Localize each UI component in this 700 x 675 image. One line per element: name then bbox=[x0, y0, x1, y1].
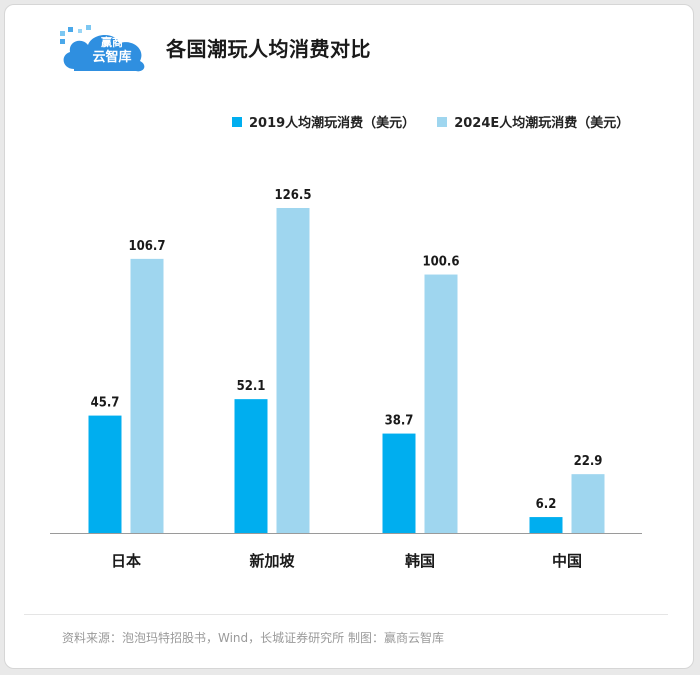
bar-2019-3 bbox=[529, 517, 563, 533]
footer-divider bbox=[24, 614, 668, 615]
data-label-2019-2: 38.7 bbox=[385, 414, 414, 429]
category-label-1: 新加坡 bbox=[249, 552, 294, 570]
bar-2019-1 bbox=[234, 399, 268, 533]
category-label-2: 韩国 bbox=[405, 552, 435, 570]
source-note: 资料来源：泡泡玛特招股书，Wind，长城证券研究所 制图：赢商云智库 bbox=[62, 631, 444, 645]
legend-item-2019: 2019人均潮玩消费（美元） bbox=[232, 112, 415, 131]
logo-text-line2: 云智库 bbox=[92, 50, 132, 65]
data-label-2019-0: 45.7 bbox=[91, 396, 120, 411]
data-label-2019-3: 6.2 bbox=[536, 497, 557, 512]
logo-text: 赢商 云智库 bbox=[82, 35, 142, 65]
data-label-2024-1: 126.5 bbox=[275, 188, 312, 203]
logo-text-line1: 赢商 bbox=[101, 36, 123, 49]
cloud-logo-icon bbox=[60, 25, 145, 72]
bar-2024-1 bbox=[276, 207, 310, 533]
legend-label-2024: 2024E人均潮玩消费（美元） bbox=[454, 116, 630, 131]
legend-item-2024: 2024E人均潮玩消费（美元） bbox=[437, 112, 629, 131]
chart-title: 各国潮玩人均消费对比 bbox=[166, 37, 371, 61]
chart-card bbox=[4, 4, 694, 669]
bar-2024-0 bbox=[130, 258, 164, 533]
data-label-2024-0: 106.7 bbox=[129, 239, 166, 254]
legend-label-2019: 2019人均潮玩消费（美元） bbox=[249, 116, 416, 131]
bar-2024-3 bbox=[571, 474, 605, 533]
legend-swatch-2024 bbox=[437, 116, 448, 127]
data-label-2024-2: 100.6 bbox=[423, 255, 460, 270]
category-label-3: 中国 bbox=[552, 552, 582, 570]
bar-2019-2 bbox=[382, 433, 416, 533]
bar-2024-2 bbox=[424, 274, 458, 533]
legend-swatch-2019 bbox=[232, 116, 242, 127]
data-label-2019-1: 52.1 bbox=[237, 379, 266, 394]
data-label-2024-3: 22.9 bbox=[574, 454, 603, 469]
legend: 2019人均潮玩消费（美元） 2024E人均潮玩消费（美元） bbox=[232, 112, 629, 131]
category-label-0: 日本 bbox=[111, 552, 141, 570]
bar-2019-0 bbox=[88, 415, 122, 533]
